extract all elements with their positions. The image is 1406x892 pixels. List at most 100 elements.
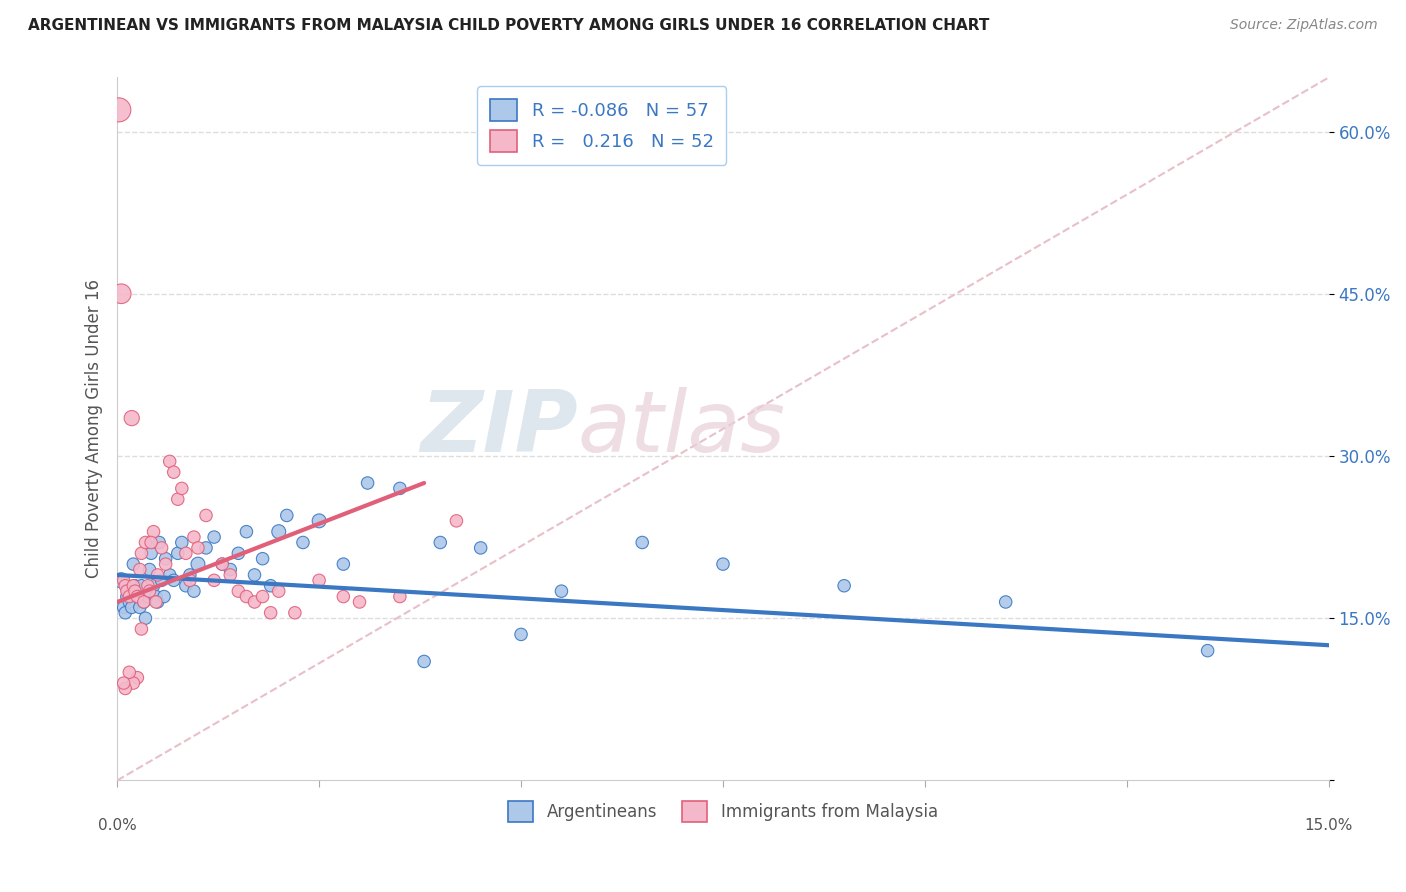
Point	[252, 590, 274, 604]
Legend: Argentineans, Immigrants from Malaysia: Argentineans, Immigrants from Malaysia	[502, 795, 945, 829]
Point	[110, 574, 132, 588]
Point	[118, 665, 141, 680]
Point	[139, 535, 162, 549]
Point	[110, 286, 132, 301]
Point	[132, 595, 155, 609]
Point	[150, 541, 173, 555]
Point	[150, 574, 173, 588]
Point	[134, 535, 156, 549]
Point	[446, 514, 468, 528]
Point	[413, 655, 436, 669]
Point	[470, 541, 492, 555]
Point	[332, 557, 354, 571]
Point	[121, 600, 143, 615]
Point	[118, 590, 141, 604]
Point	[128, 562, 150, 576]
Point	[127, 671, 149, 685]
Point	[136, 590, 159, 604]
Point	[163, 574, 186, 588]
Point	[243, 568, 266, 582]
Point	[134, 611, 156, 625]
Point	[159, 568, 181, 582]
Point	[195, 508, 218, 523]
Point	[138, 562, 160, 576]
Point	[308, 574, 330, 588]
Point	[388, 482, 411, 496]
Point	[122, 676, 145, 690]
Point	[1197, 643, 1219, 657]
Point	[139, 546, 162, 560]
Point	[107, 103, 129, 117]
Point	[114, 579, 136, 593]
Point	[131, 622, 153, 636]
Text: 15.0%: 15.0%	[1305, 818, 1353, 833]
Point	[131, 546, 153, 560]
Point	[356, 475, 378, 490]
Point	[114, 681, 136, 696]
Point	[429, 535, 451, 549]
Text: 0.0%: 0.0%	[98, 818, 136, 833]
Point	[118, 595, 141, 609]
Point	[145, 590, 167, 604]
Point	[170, 482, 193, 496]
Point	[219, 562, 242, 576]
Point	[183, 584, 205, 599]
Point	[121, 411, 143, 425]
Point	[146, 595, 169, 609]
Point	[122, 579, 145, 593]
Point	[228, 546, 250, 560]
Point	[211, 557, 233, 571]
Point	[260, 606, 283, 620]
Point	[166, 492, 188, 507]
Point	[155, 551, 177, 566]
Point	[994, 595, 1017, 609]
Point	[142, 524, 165, 539]
Point	[550, 584, 572, 599]
Point	[235, 590, 257, 604]
Point	[170, 535, 193, 549]
Point	[510, 627, 533, 641]
Point	[174, 546, 197, 560]
Point	[211, 557, 233, 571]
Point	[187, 541, 209, 555]
Point	[145, 595, 167, 609]
Point	[155, 557, 177, 571]
Point	[166, 546, 188, 560]
Point	[132, 595, 155, 609]
Point	[159, 454, 181, 468]
Point	[332, 590, 354, 604]
Point	[267, 524, 290, 539]
Point	[631, 535, 654, 549]
Point	[276, 508, 298, 523]
Point	[284, 606, 307, 620]
Point	[122, 557, 145, 571]
Point	[195, 541, 218, 555]
Point	[235, 524, 257, 539]
Point	[142, 579, 165, 593]
Point	[388, 590, 411, 604]
Text: atlas: atlas	[578, 387, 786, 470]
Point	[267, 584, 290, 599]
Point	[124, 584, 146, 599]
Point	[832, 579, 855, 593]
Point	[127, 590, 149, 604]
Point	[127, 584, 149, 599]
Point	[187, 557, 209, 571]
Point	[711, 557, 734, 571]
Point	[131, 579, 153, 593]
Text: ARGENTINEAN VS IMMIGRANTS FROM MALAYSIA CHILD POVERTY AMONG GIRLS UNDER 16 CORRE: ARGENTINEAN VS IMMIGRANTS FROM MALAYSIA …	[28, 18, 990, 33]
Point	[291, 535, 314, 549]
Point	[163, 465, 186, 479]
Text: ZIP: ZIP	[420, 387, 578, 470]
Point	[148, 535, 170, 549]
Point	[112, 574, 135, 588]
Point	[228, 584, 250, 599]
Point	[308, 514, 330, 528]
Point	[349, 595, 371, 609]
Point	[183, 530, 205, 544]
Y-axis label: Child Poverty Among Girls Under 16: Child Poverty Among Girls Under 16	[86, 279, 103, 578]
Point	[128, 600, 150, 615]
Point	[219, 568, 242, 582]
Text: Source: ZipAtlas.com: Source: ZipAtlas.com	[1230, 18, 1378, 32]
Point	[252, 551, 274, 566]
